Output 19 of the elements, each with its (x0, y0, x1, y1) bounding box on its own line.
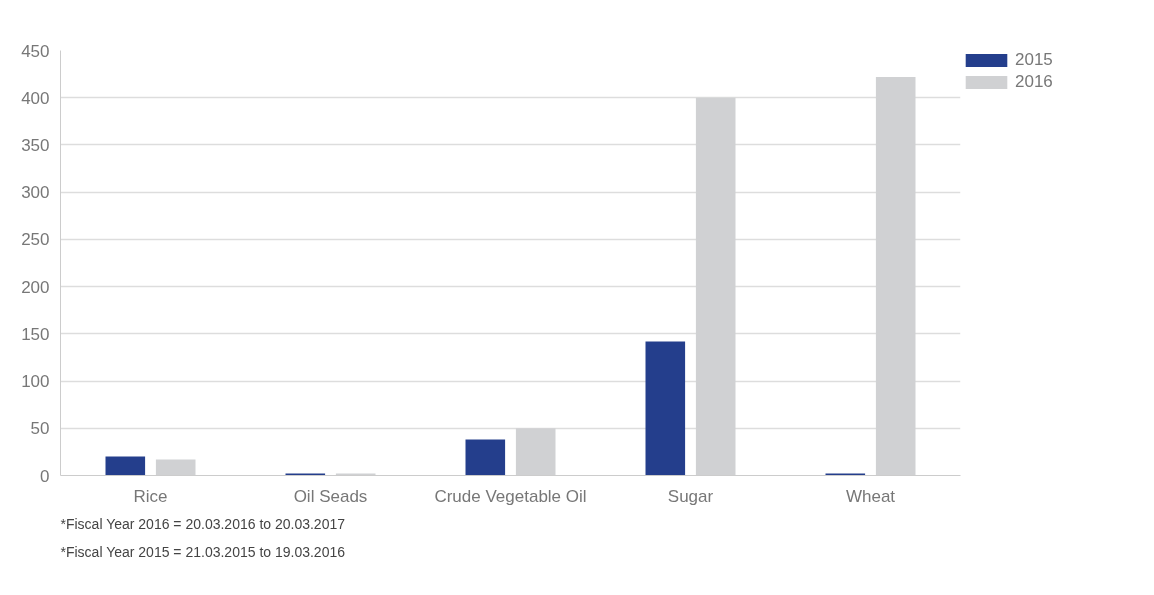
y-tick-label: 100 (21, 372, 50, 392)
x-tick-label: Sugar (667, 486, 714, 506)
text: *Fiscal Year 2015 = 21.03.2015 to 19.03.2016 (60, 543, 346, 560)
y-tick-label: 50 (30, 419, 50, 439)
y-tick-label: 150 (21, 324, 50, 344)
y-tick-label: 450 (21, 41, 50, 61)
x-tick-label: Rice (133, 486, 168, 506)
y-tick-label: 0 (40, 466, 50, 486)
y-tick-label: 200 (21, 277, 50, 297)
y-tick-label: 350 (21, 135, 50, 155)
x-tick-label: Oil Seads (293, 486, 368, 506)
x-tick-label: Crude Vegetable Oil (434, 486, 587, 506)
legend-label: 2015 (1015, 50, 1053, 70)
y-tick-label: 250 (21, 230, 50, 250)
y-tick-label: 300 (21, 183, 50, 203)
legend-label: 2016 (1015, 72, 1053, 92)
y-tick-label: 400 (21, 88, 50, 108)
text: *Fiscal Year 2016 = 20.03.2016 to 20.03.2017 (60, 515, 346, 532)
x-tick-label: Wheat (845, 486, 896, 506)
